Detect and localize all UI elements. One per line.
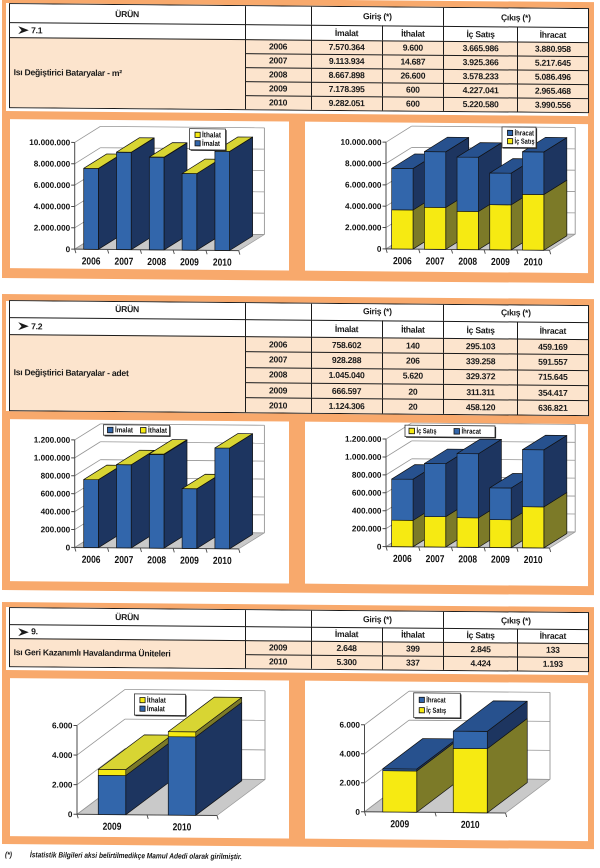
- svg-text:800.000: 800.000: [41, 471, 71, 480]
- svg-text:0: 0: [355, 808, 360, 817]
- svg-text:0: 0: [66, 245, 71, 254]
- svg-text:2009: 2009: [103, 822, 122, 833]
- svg-text:8.000.000: 8.000.000: [34, 159, 71, 168]
- svg-text:2007: 2007: [426, 554, 445, 565]
- svg-text:2006: 2006: [82, 256, 101, 267]
- svg-text:2006: 2006: [393, 256, 412, 267]
- svg-text:İmalat: İmalat: [147, 704, 165, 713]
- svg-text:İhracat: İhracat: [462, 426, 482, 435]
- svg-text:İç Satış: İç Satış: [515, 137, 535, 146]
- svg-text:4.000: 4.000: [340, 750, 361, 759]
- svg-text:6.000: 6.000: [340, 721, 361, 730]
- svg-text:600.000: 600.000: [41, 489, 71, 498]
- svg-text:2010: 2010: [173, 822, 192, 833]
- svg-text:600.000: 600.000: [352, 488, 382, 497]
- svg-text:İhracat: İhracat: [426, 695, 446, 704]
- svg-text:4.000.000: 4.000.000: [34, 202, 71, 211]
- svg-text:200.000: 200.000: [41, 525, 71, 534]
- svg-text:İmalat: İmalat: [115, 425, 133, 434]
- svg-text:İç Satış: İç Satış: [426, 706, 446, 715]
- svg-text:4.000: 4.000: [52, 751, 73, 760]
- svg-text:2009: 2009: [491, 554, 510, 565]
- svg-text:2010: 2010: [461, 820, 480, 831]
- svg-text:6.000.000: 6.000.000: [345, 180, 382, 189]
- svg-text:2.000: 2.000: [340, 779, 361, 788]
- svg-text:800.000: 800.000: [352, 470, 382, 479]
- svg-text:0: 0: [66, 543, 71, 552]
- svg-text:2.000.000: 2.000.000: [34, 223, 71, 232]
- svg-text:1.200.000: 1.200.000: [345, 434, 382, 443]
- svg-text:2010: 2010: [213, 258, 232, 269]
- svg-text:2007: 2007: [115, 257, 134, 268]
- svg-text:2010: 2010: [524, 554, 543, 565]
- svg-text:6.000: 6.000: [52, 721, 73, 730]
- svg-text:200.000: 200.000: [352, 524, 382, 533]
- svg-text:2009: 2009: [491, 257, 510, 268]
- svg-text:1.000.000: 1.000.000: [34, 453, 71, 462]
- svg-text:1.000.000: 1.000.000: [345, 452, 382, 461]
- svg-text:2010: 2010: [524, 257, 543, 268]
- svg-text:400.000: 400.000: [352, 506, 382, 515]
- svg-text:İthalat: İthalat: [148, 425, 167, 434]
- svg-text:0: 0: [377, 245, 382, 254]
- svg-text:400.000: 400.000: [41, 507, 71, 516]
- svg-text:4.000.000: 4.000.000: [345, 202, 382, 211]
- svg-text:2007: 2007: [426, 256, 445, 267]
- svg-text:2.000.000: 2.000.000: [345, 223, 382, 232]
- svg-text:2008: 2008: [147, 555, 166, 566]
- svg-text:6.000.000: 6.000.000: [34, 181, 71, 190]
- svg-text:2009: 2009: [390, 819, 409, 830]
- svg-text:2006: 2006: [82, 554, 101, 565]
- svg-text:2008: 2008: [458, 257, 477, 268]
- svg-text:2008: 2008: [147, 257, 166, 268]
- svg-text:0: 0: [68, 810, 73, 819]
- svg-text:2009: 2009: [180, 555, 199, 566]
- svg-text:2.000: 2.000: [52, 780, 73, 789]
- svg-text:10.000.000: 10.000.000: [29, 138, 70, 147]
- svg-text:2007: 2007: [115, 554, 134, 565]
- svg-text:2008: 2008: [458, 554, 477, 565]
- svg-text:2010: 2010: [213, 555, 232, 566]
- svg-text:2006: 2006: [393, 553, 412, 564]
- svg-text:0: 0: [377, 542, 382, 551]
- svg-text:2009: 2009: [180, 257, 199, 268]
- svg-text:8.000.000: 8.000.000: [345, 159, 382, 168]
- svg-text:İç Satış: İç Satış: [417, 426, 437, 435]
- svg-text:1.200.000: 1.200.000: [34, 435, 71, 444]
- svg-text:10.000.000: 10.000.000: [341, 138, 382, 147]
- svg-text:İmalat: İmalat: [202, 139, 220, 148]
